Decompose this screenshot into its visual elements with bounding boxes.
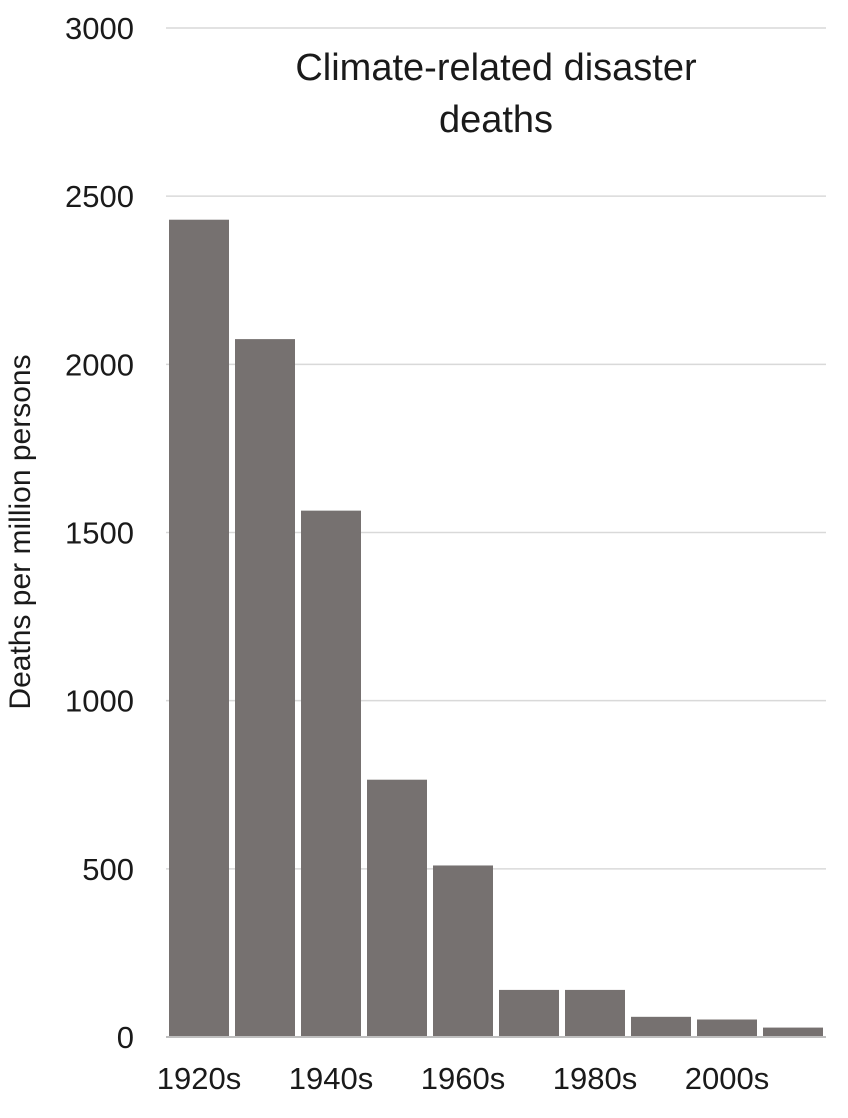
bar-1990s: [631, 1016, 691, 1037]
y-tick-label: 2000: [65, 347, 134, 382]
bar-1950s: [367, 779, 427, 1037]
bar-1980s: [565, 989, 625, 1037]
y-tick-label: 1500: [65, 516, 134, 551]
y-tick-label: 2500: [65, 179, 134, 214]
x-tick-label: 2000s: [685, 1061, 769, 1096]
y-tick-label: 500: [82, 852, 134, 887]
bar-1930s: [235, 339, 295, 1037]
x-tick-label: 1980s: [553, 1061, 637, 1096]
x-tick-label: 1920s: [157, 1061, 241, 1096]
chart-title-line-1: Climate-related disaster: [295, 47, 697, 89]
x-tick-label: 1940s: [289, 1061, 373, 1096]
bar-2000s: [697, 1019, 757, 1037]
bar-1920s: [169, 219, 229, 1037]
chart-title-line-2: deaths: [439, 99, 553, 141]
bar-2010s: [763, 1027, 823, 1037]
x-tick-labels: 1920s 1940s 1960s 1980s 2000s: [157, 1061, 769, 1096]
bar-1960s: [433, 865, 493, 1037]
bar-1940s: [301, 510, 361, 1038]
x-tick-label: 1960s: [421, 1061, 505, 1096]
bar-1970s: [499, 989, 559, 1037]
bars: [169, 219, 823, 1038]
y-tick-label: 1000: [65, 684, 134, 719]
y-axis-title: Deaths per million persons: [4, 354, 37, 709]
y-tick-labels: 0 500 1000 1500 2000 2500 3000: [65, 11, 134, 1055]
y-tick-label: 0: [117, 1020, 134, 1055]
y-tick-label: 3000: [65, 11, 134, 46]
